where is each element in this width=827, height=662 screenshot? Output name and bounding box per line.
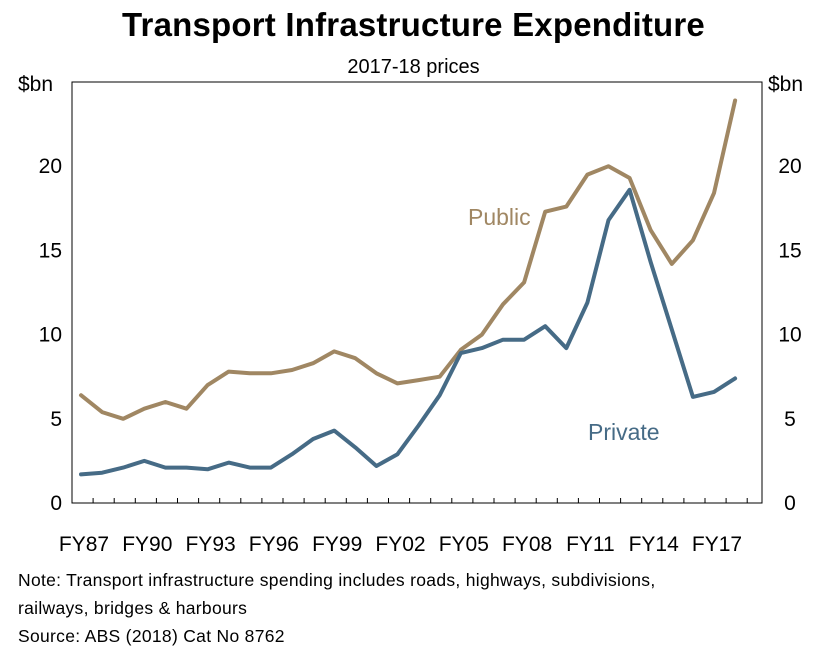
y-tick-label-right: 0 [784, 492, 796, 515]
x-tick-label: FY11 [566, 533, 615, 556]
x-ticks: FY87 FY90 FY93 FY96 FY99 FY02 FY05 FY08 FY11 FY14… [59, 498, 748, 556]
series-line-public [79, 98, 738, 421]
y-tick-label-right: 15 [778, 239, 801, 262]
y-unit-left: $bn [18, 73, 53, 96]
series-label-public: Public [468, 204, 531, 230]
series-label-private: Private [588, 419, 660, 445]
series-lines [79, 98, 738, 477]
y-tick-label-left: 15 [39, 239, 62, 262]
x-tick-label: FY87 [59, 533, 109, 556]
x-tick-label: FY05 [439, 533, 489, 556]
plot-frame [71, 81, 763, 504]
y-tick-label-left: 0 [50, 492, 62, 515]
y-tick-label-right: 5 [784, 408, 796, 431]
y-tick-label-left: 10 [39, 324, 62, 347]
y-tick-label-left: 20 [39, 155, 62, 178]
y-tick-label-right: 20 [778, 155, 801, 178]
x-tick-label: FY17 [692, 533, 742, 556]
source-line: Source: ABS (2018) Cat No 8762 [18, 626, 285, 646]
y-tick-label-right: 10 [778, 324, 801, 347]
x-tick-label: FY08 [502, 533, 552, 556]
note-line-2: railways, bridges & harbours [18, 598, 248, 618]
chart-notes: Note: Transport infrastructure spending … [18, 566, 656, 650]
y-unit-right: $bn [768, 73, 803, 96]
x-tick-label: FY96 [249, 533, 299, 556]
chart-subtitle: 2017-18 prices [347, 56, 480, 78]
x-tick-label: FY90 [122, 533, 172, 556]
y-tick-label-left: 5 [50, 408, 62, 431]
note-line-1: Note: Transport infrastructure spending … [18, 570, 656, 590]
chart-title: Transport Infrastructure Expenditure [122, 6, 705, 43]
x-tick-label: FY99 [312, 533, 362, 556]
x-tick-label: FY93 [185, 533, 235, 556]
series-line-private [79, 187, 738, 477]
x-tick-label: FY02 [375, 533, 425, 556]
y-ticks: 0 0 5 5 10 10 15 15 20 20 [39, 155, 802, 515]
x-tick-label: FY14 [629, 533, 680, 556]
